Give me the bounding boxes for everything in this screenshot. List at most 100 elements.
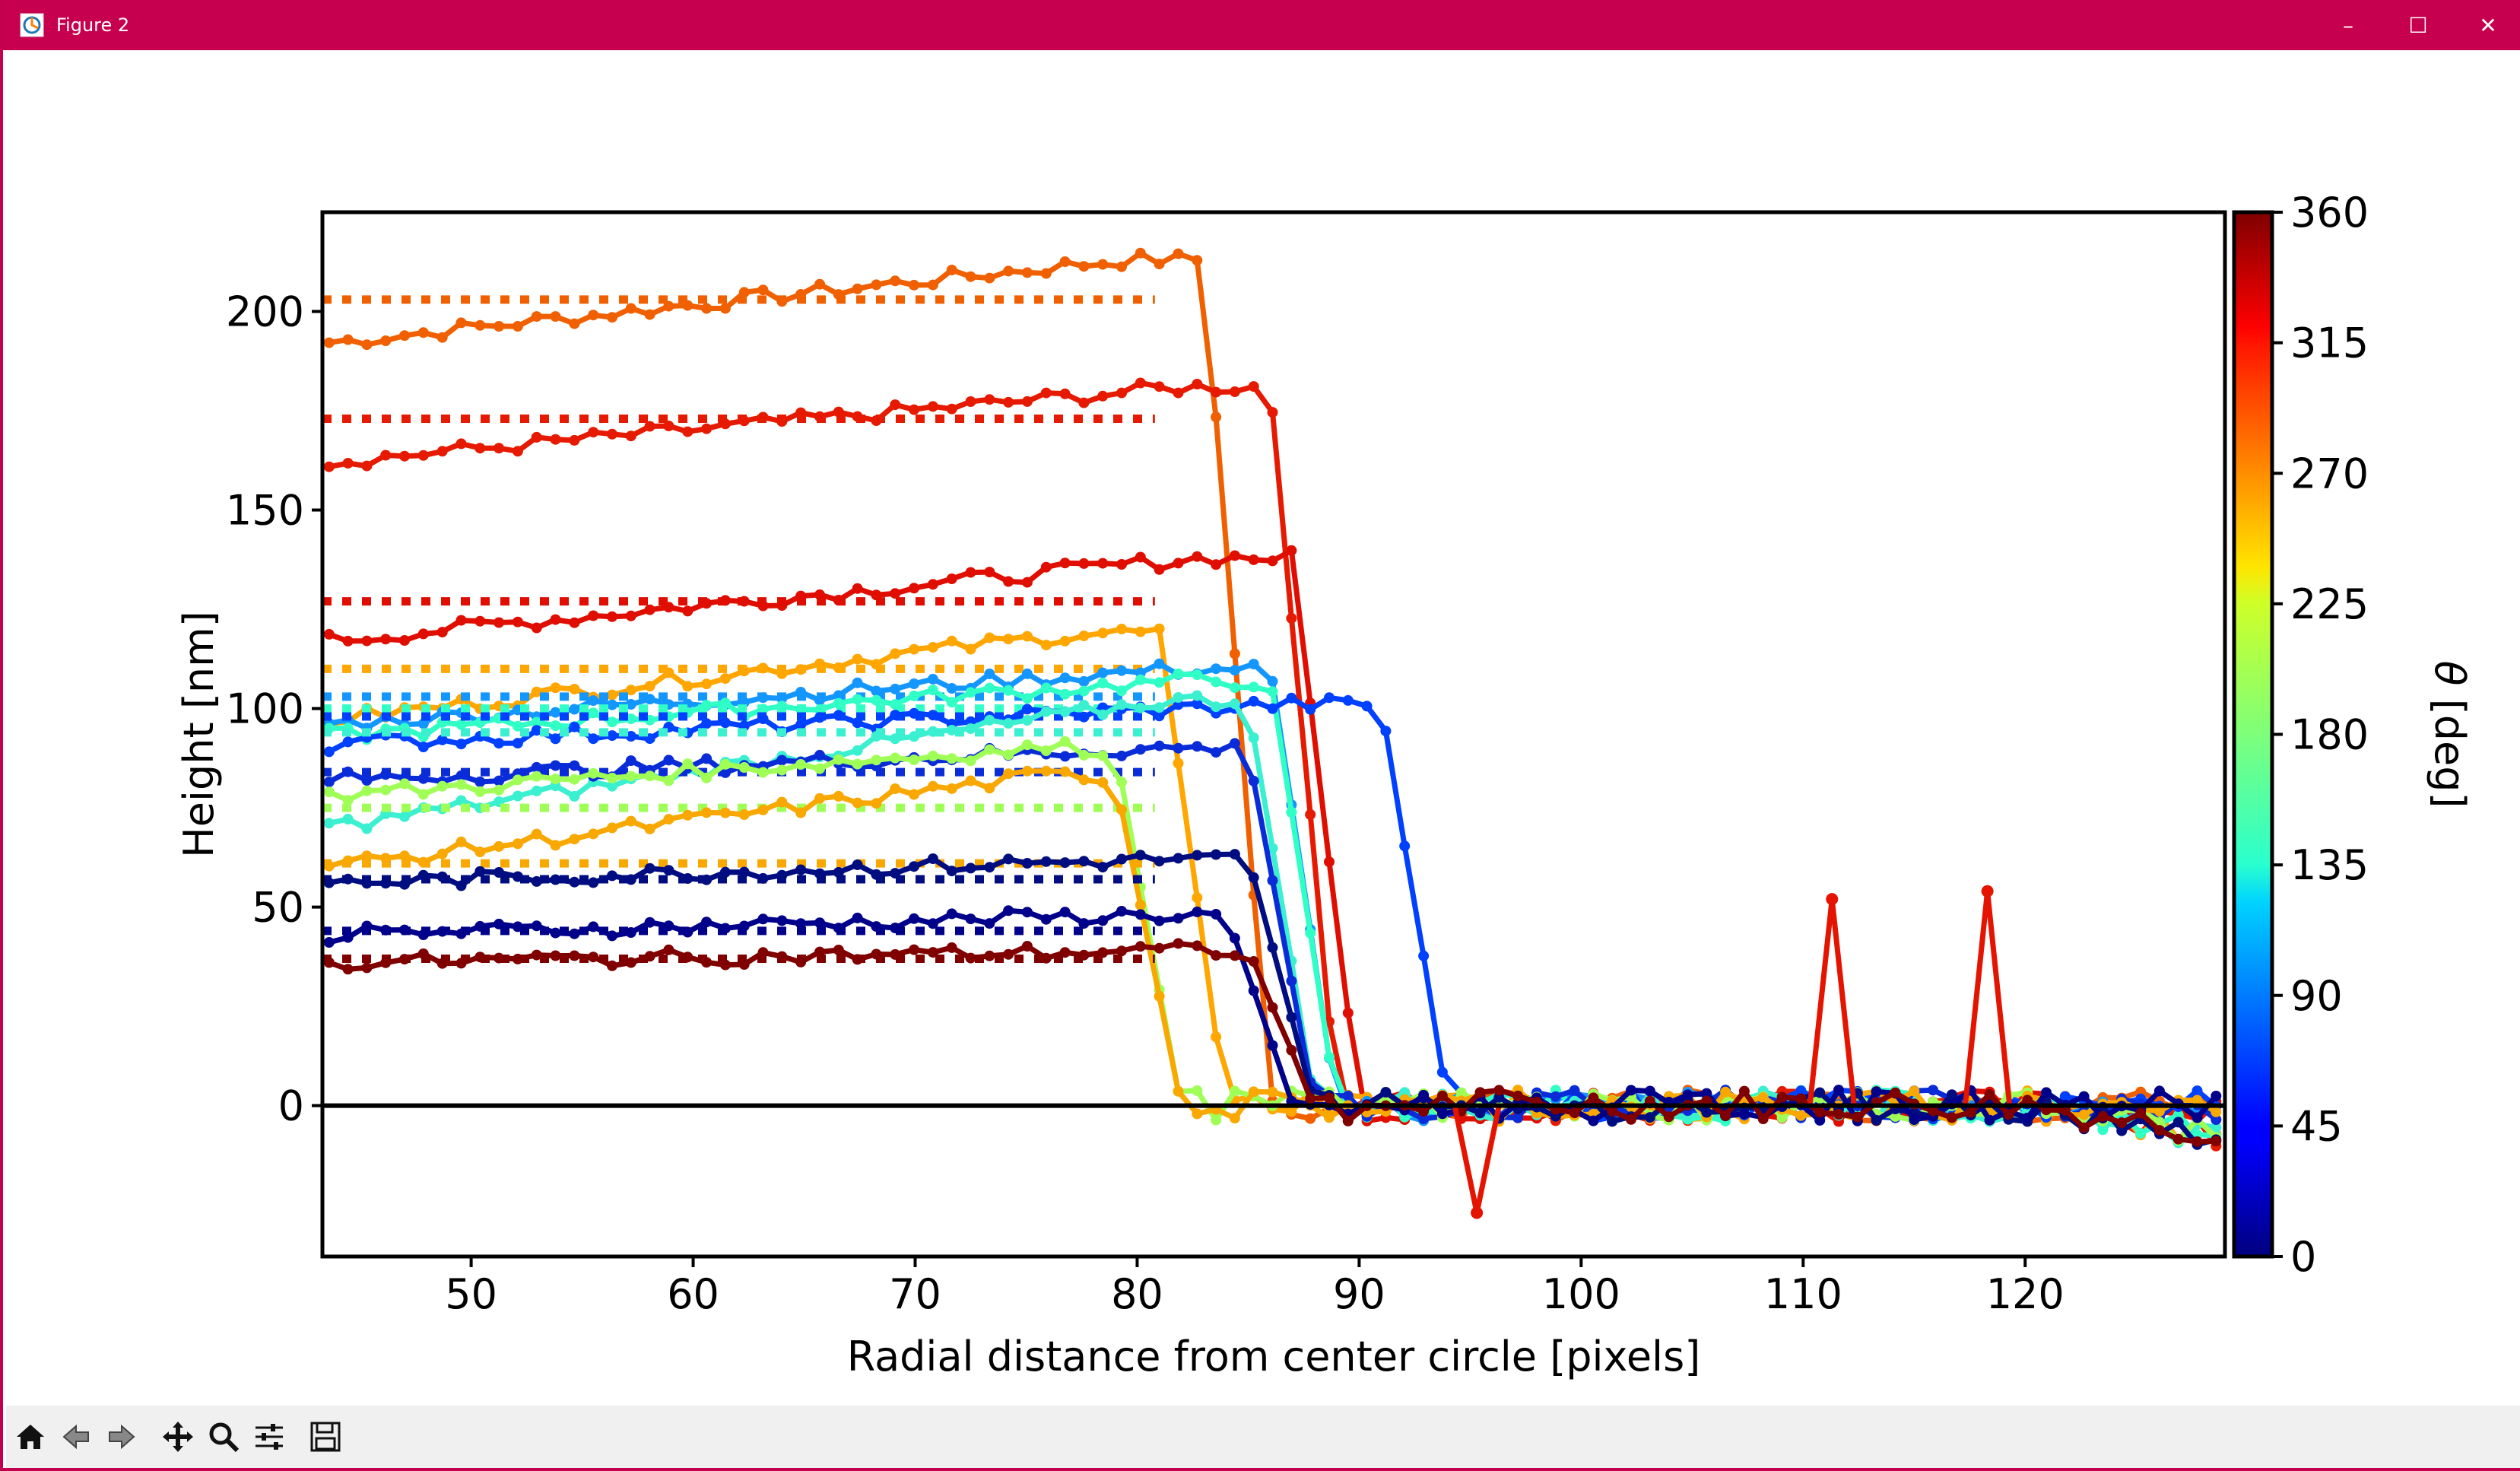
series-point bbox=[682, 426, 693, 437]
series-point bbox=[946, 753, 957, 764]
series-point bbox=[494, 784, 505, 796]
series-point bbox=[531, 311, 542, 322]
forward-button[interactable] bbox=[100, 1415, 143, 1458]
series-point bbox=[757, 704, 769, 715]
series-point bbox=[550, 682, 561, 694]
series-point bbox=[588, 952, 599, 963]
series-point bbox=[1192, 850, 1203, 861]
series-point bbox=[1229, 648, 1240, 659]
series-point bbox=[1286, 1044, 1297, 1056]
zoom-button[interactable] bbox=[202, 1415, 245, 1458]
series-point bbox=[1154, 740, 1165, 751]
pan-button[interactable] bbox=[157, 1415, 199, 1458]
figure-canvas[interactable]: 50 60 70 80 90 100 110 120 0 50 100 150 200 Radial … bbox=[6, 50, 2520, 1406]
series-point bbox=[531, 725, 542, 736]
series-point bbox=[1192, 698, 1203, 710]
series-point bbox=[1154, 677, 1165, 688]
series-point bbox=[1757, 1114, 1769, 1124]
series-point bbox=[1116, 750, 1127, 761]
series-point bbox=[1192, 551, 1203, 562]
series-point bbox=[776, 693, 788, 704]
save-button[interactable] bbox=[304, 1415, 347, 1458]
series-point bbox=[927, 947, 938, 958]
series-point bbox=[1211, 1114, 1222, 1126]
series-point bbox=[1229, 386, 1240, 397]
series-point bbox=[946, 866, 957, 877]
back-button[interactable] bbox=[55, 1415, 97, 1458]
series-point bbox=[776, 951, 788, 962]
series-point bbox=[1248, 872, 1259, 883]
series-point bbox=[1248, 985, 1259, 996]
series-point bbox=[833, 595, 844, 605]
series-point bbox=[550, 733, 561, 745]
series-point bbox=[569, 760, 580, 771]
series-point bbox=[1135, 744, 1146, 755]
series-point bbox=[512, 953, 523, 964]
series-point bbox=[1192, 690, 1203, 701]
series-point bbox=[607, 699, 617, 710]
series-point bbox=[607, 611, 617, 622]
series-point bbox=[2078, 1122, 2090, 1133]
move-icon bbox=[163, 1422, 193, 1452]
series-point bbox=[1928, 1105, 1939, 1117]
series-point bbox=[814, 917, 825, 929]
series-point bbox=[663, 602, 674, 613]
series-point bbox=[1757, 1091, 1769, 1103]
series-point bbox=[701, 874, 713, 885]
series-point bbox=[701, 598, 713, 609]
close-button[interactable]: ✕ bbox=[2479, 12, 2497, 38]
series-point bbox=[663, 421, 674, 431]
series-point bbox=[323, 461, 335, 472]
y-tick-label: 200 bbox=[226, 288, 304, 336]
series-point bbox=[512, 738, 523, 749]
series-point bbox=[1248, 775, 1259, 786]
series-point bbox=[757, 600, 769, 612]
series-point bbox=[1097, 627, 1109, 639]
colorbar-tick-label: 360 bbox=[2290, 189, 2369, 237]
series-point bbox=[1154, 259, 1165, 270]
series-point bbox=[1380, 726, 1392, 737]
series-point bbox=[890, 868, 901, 879]
series-point bbox=[814, 411, 825, 422]
series-point bbox=[1021, 631, 1033, 642]
series-point bbox=[588, 877, 599, 888]
series-point bbox=[1154, 564, 1165, 575]
series-point bbox=[984, 918, 995, 929]
title-bar[interactable]: Figure 2 – ☐ ✕ bbox=[3, 0, 2520, 50]
series-point bbox=[663, 865, 674, 876]
minimize-button[interactable]: – bbox=[2343, 12, 2353, 38]
series-point bbox=[738, 809, 750, 820]
series-point bbox=[1267, 1040, 1278, 1051]
series-point bbox=[946, 403, 957, 415]
series-point bbox=[1701, 1088, 1712, 1099]
series-point bbox=[1324, 692, 1335, 704]
series-point bbox=[701, 700, 713, 711]
home-button[interactable] bbox=[9, 1415, 52, 1458]
series-point bbox=[474, 786, 486, 797]
series-point bbox=[927, 726, 938, 737]
series-point bbox=[1682, 1089, 1693, 1101]
series-point bbox=[417, 327, 429, 338]
series-point bbox=[625, 957, 636, 968]
series-point bbox=[795, 704, 807, 715]
series-point bbox=[1928, 1085, 1939, 1096]
series-point bbox=[852, 797, 863, 809]
series-point bbox=[1135, 626, 1146, 637]
series-point bbox=[1455, 1087, 1467, 1098]
series-point bbox=[531, 875, 542, 887]
series-point bbox=[1909, 1085, 1920, 1097]
series-point bbox=[1078, 700, 1090, 711]
series-point bbox=[984, 632, 995, 643]
series-point bbox=[776, 416, 788, 427]
series-point bbox=[644, 863, 655, 874]
series-point bbox=[455, 317, 467, 329]
series-point bbox=[380, 784, 392, 796]
maximize-button[interactable]: ☐ bbox=[2408, 12, 2428, 38]
series-point bbox=[719, 758, 731, 770]
series-point bbox=[512, 871, 523, 882]
series-point bbox=[833, 406, 844, 418]
series-point bbox=[569, 928, 580, 939]
configure-button[interactable] bbox=[248, 1415, 290, 1458]
series-point bbox=[1135, 899, 1146, 910]
